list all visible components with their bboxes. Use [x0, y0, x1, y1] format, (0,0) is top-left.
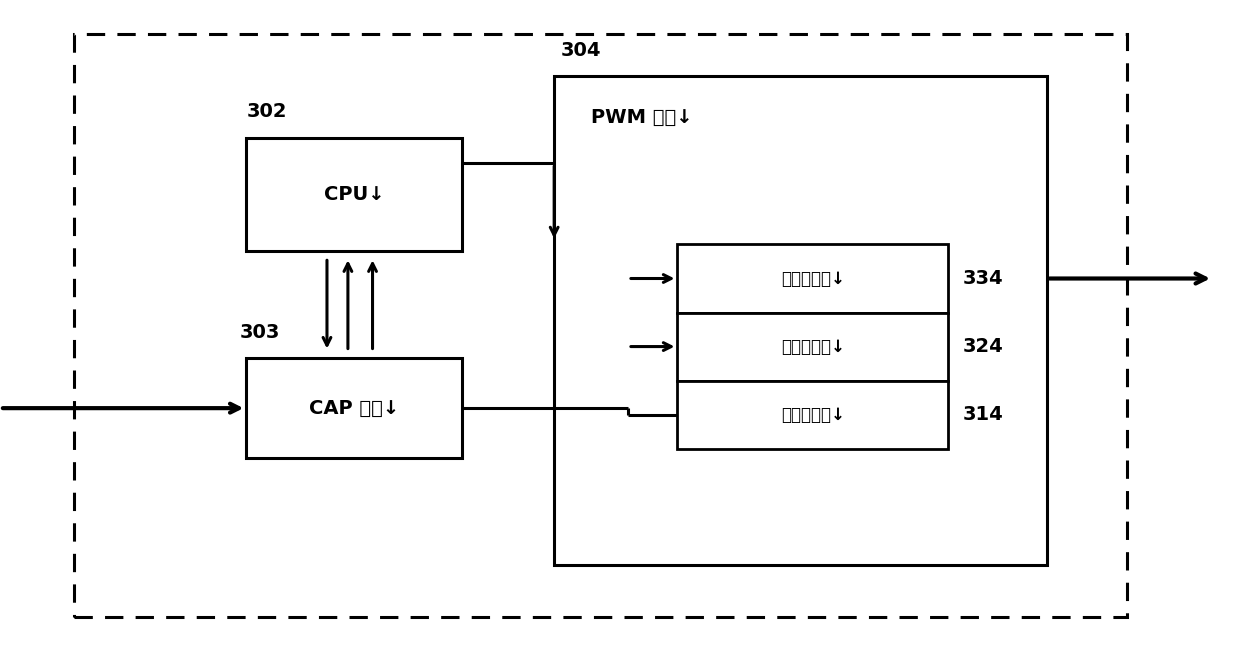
- Bar: [678, 381, 948, 449]
- Bar: [678, 312, 948, 381]
- Text: CAP 模块↓: CAP 模块↓: [309, 398, 399, 418]
- Text: 302: 302: [247, 102, 286, 121]
- Text: 334: 334: [963, 269, 1004, 288]
- Bar: [247, 358, 462, 458]
- Bar: [678, 245, 948, 312]
- Bar: [247, 137, 462, 251]
- Text: 314: 314: [963, 405, 1004, 424]
- Text: PWM 模块↓: PWM 模块↓: [591, 108, 693, 128]
- Text: 303: 303: [240, 323, 280, 342]
- Text: 时基计数器↓: 时基计数器↓: [781, 406, 845, 424]
- Bar: [554, 76, 1047, 565]
- Text: 324: 324: [963, 337, 1004, 356]
- Text: 周期寄存器↓: 周期寄存器↓: [781, 270, 845, 288]
- Text: 比较寄存器↓: 比较寄存器↓: [781, 338, 845, 355]
- Text: 304: 304: [560, 41, 601, 60]
- Bar: [74, 34, 1126, 617]
- Text: CPU↓: CPU↓: [323, 185, 384, 204]
